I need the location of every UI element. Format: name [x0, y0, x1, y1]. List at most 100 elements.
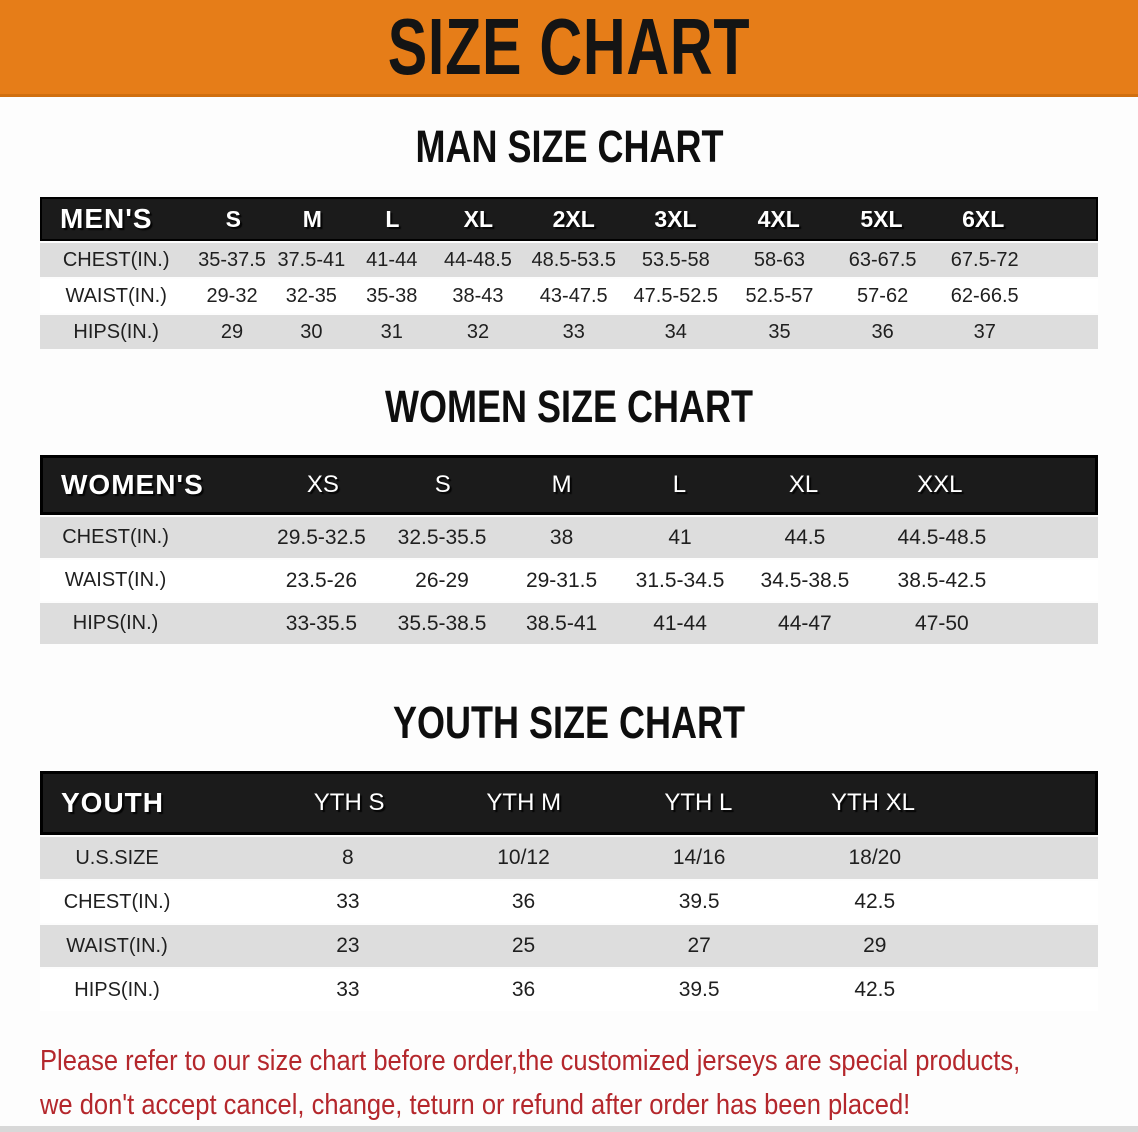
column-header: XS — [306, 471, 339, 498]
spacer — [1036, 243, 1098, 277]
size-cell: 41 — [668, 525, 692, 549]
size-cell: 47-50 — [915, 611, 969, 635]
size-cell: 32 — [466, 320, 490, 343]
disclaimer-line-1: Please refer to our size chart before or… — [40, 1045, 1021, 1077]
size-cell: 53.5-58 — [641, 248, 710, 271]
youth-chest-row: CHEST(IN.) 33 36 39.5 42.5 — [40, 881, 1098, 923]
size-cell: 62-66.5 — [950, 284, 1019, 307]
size-cell: 33-35.5 — [285, 611, 358, 635]
size-cell: 29 — [863, 934, 887, 957]
size-cell: 38 — [549, 525, 574, 549]
column-header: YTH M — [486, 789, 562, 816]
row-label: HIPS(IN.) — [74, 978, 160, 1001]
size-cell: 39.5 — [678, 890, 720, 913]
row-label: CHEST(IN.) — [62, 526, 169, 548]
size-cell: 38-43 — [452, 284, 504, 307]
size-cell: 27 — [687, 934, 711, 957]
size-cell: 29-32 — [206, 284, 258, 307]
size-cell: 52.5-57 — [745, 284, 814, 307]
youth-table-header: YOUTH YTH S YTH M YTH L YTH XL — [40, 771, 1098, 835]
size-cell: 35-38 — [366, 284, 418, 307]
spacer — [963, 881, 1098, 923]
men-waist-row: WAIST(IN.) 29-32 32-35 35-38 38-43 43-47… — [40, 279, 1098, 313]
size-cell: 30 — [300, 320, 323, 343]
size-cell: 34.5-38.5 — [760, 568, 850, 592]
size-cell: 10/12 — [497, 846, 550, 869]
women-section: WOMEN SIZE CHART WOMEN'S XS S M L XL XXL… — [0, 382, 1138, 644]
spacer — [963, 837, 1098, 879]
youth-waist-row: WAIST(IN.) 23 25 27 29 — [40, 925, 1098, 967]
row-label: CHEST(IN.) — [62, 248, 170, 271]
column-header: XL — [463, 205, 494, 232]
size-cell: 25 — [511, 934, 536, 957]
size-cell: 41-44 — [653, 611, 707, 635]
column-header: YTH S — [313, 789, 385, 816]
size-cell: 26-29 — [415, 568, 469, 592]
row-label: WAIST(IN.) — [66, 934, 168, 957]
youth-size-table: YOUTH YTH S YTH M YTH L YTH XL U.S.SIZE … — [40, 771, 1098, 1011]
column-header: S — [434, 471, 451, 498]
size-cell: 36 — [511, 890, 536, 913]
column-header: YTH XL — [830, 789, 916, 816]
size-cell: 33 — [336, 890, 360, 913]
youth-hips-row: HIPS(IN.) 33 36 39.5 42.5 — [40, 969, 1098, 1011]
size-cell: 42.5 — [854, 978, 896, 1001]
size-cell: 58-63 — [753, 248, 806, 271]
size-cell: 34 — [664, 320, 687, 343]
column-header: 2XL — [552, 205, 595, 232]
women-table-header: WOMEN'S XS S M L XL XXL — [40, 455, 1098, 515]
column-header: XL — [788, 471, 819, 498]
row-label: WAIST(IN.) — [64, 569, 167, 591]
size-cell: 63-67.5 — [848, 248, 917, 271]
row-label: U.S.SIZE — [75, 846, 159, 869]
size-cell: 18/20 — [848, 846, 902, 869]
men-table-header: MEN'S S M L XL 2XL 3XL 4XL 5XL 6XL — [40, 197, 1098, 241]
spacer — [963, 969, 1098, 1011]
size-cell: 33 — [562, 320, 585, 343]
column-header: YTH L — [664, 789, 733, 816]
size-cell: 39.5 — [678, 978, 720, 1001]
size-cell: 23.5-26 — [285, 568, 358, 592]
size-cell: 23 — [336, 934, 360, 957]
column-header: 5XL — [860, 205, 903, 232]
women-heading: WOMEN SIZE CHART — [384, 380, 753, 432]
youth-heading: YOUTH SIZE CHART — [392, 696, 745, 748]
size-cell: 47.5-52.5 — [633, 284, 719, 307]
size-cell: 44.5 — [784, 525, 826, 549]
men-chest-row: CHEST(IN.) 35-37.5 37.5-41 41-44 44-48.5… — [40, 243, 1098, 277]
bottom-edge — [0, 1126, 1138, 1132]
men-hips-row: HIPS(IN.) 29 30 31 32 33 34 35 36 37 — [40, 315, 1098, 349]
spacer — [1013, 517, 1098, 558]
row-label: HIPS(IN.) — [73, 320, 159, 343]
size-cell: 57-62 — [857, 284, 909, 307]
column-header: M — [551, 471, 572, 498]
women-chest-row: CHEST(IN.) 29.5-32.5 32.5-35.5 38 41 44.… — [40, 517, 1098, 558]
youth-section: YOUTH SIZE CHART YOUTH YTH S YTH M YTH L… — [0, 698, 1138, 1011]
size-cell: 44-48.5 — [444, 248, 512, 271]
row-label: HIPS(IN.) — [72, 612, 159, 634]
disclaimer-note: Please refer to our size chart before or… — [40, 1039, 1138, 1127]
size-cell: 35-37.5 — [198, 248, 266, 271]
column-header: M — [302, 205, 322, 232]
size-cell: 43-47.5 — [539, 284, 608, 307]
table-title-cell: MEN'S — [60, 203, 153, 234]
banner-title: SIZE CHART — [387, 2, 751, 91]
column-header: 6XL — [962, 205, 1005, 232]
spacer — [1013, 560, 1098, 601]
column-header: S — [225, 205, 241, 232]
size-cell: 31.5-34.5 — [635, 568, 725, 592]
spacer — [963, 925, 1098, 967]
size-cell: 29-31.5 — [525, 568, 598, 592]
table-title-cell: YOUTH — [61, 787, 164, 818]
men-size-table: MEN'S S M L XL 2XL 3XL 4XL 5XL 6XL CHEST… — [40, 197, 1098, 349]
size-cell: 42.5 — [854, 890, 896, 913]
men-section: MAN SIZE CHART MEN'S S M L XL 2XL 3XL 4X… — [0, 122, 1138, 349]
men-heading: MAN SIZE CHART — [414, 120, 723, 172]
column-header: 3XL — [654, 205, 697, 232]
size-cell: 14/16 — [672, 846, 726, 869]
spacer — [1036, 279, 1098, 313]
spacer — [1013, 603, 1098, 644]
banner: SIZE CHART — [0, 0, 1138, 97]
size-cell: 32-35 — [285, 284, 337, 307]
disclaimer-line-2: we don't accept cancel, change, teturn o… — [40, 1089, 911, 1121]
